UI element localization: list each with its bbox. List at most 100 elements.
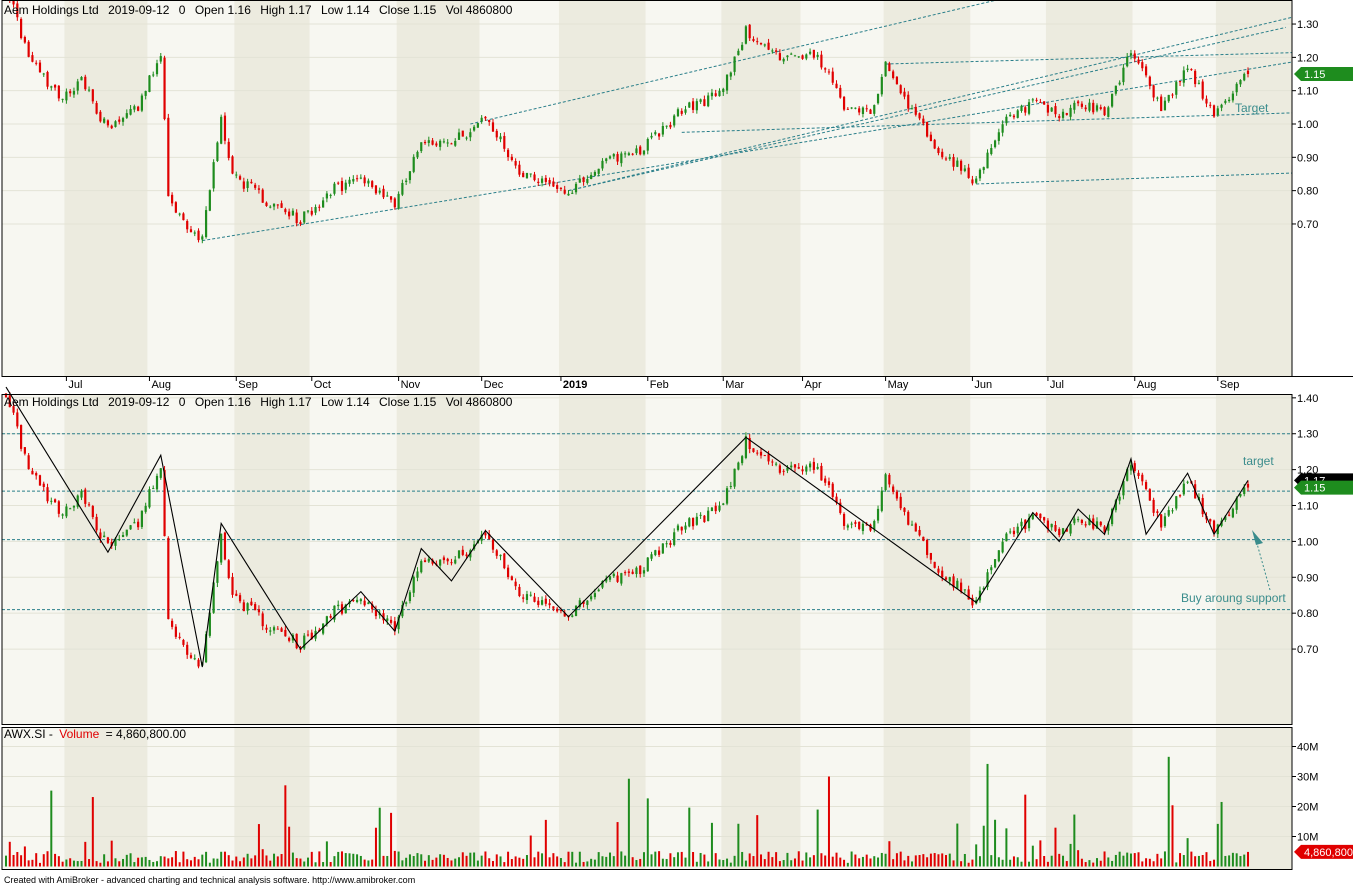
volume-bar bbox=[216, 858, 219, 867]
candle-body bbox=[880, 76, 883, 95]
candle-body bbox=[703, 99, 706, 107]
volume-bar bbox=[488, 858, 491, 867]
volume-bar bbox=[16, 852, 19, 867]
candle-body bbox=[1212, 520, 1216, 534]
candle-body bbox=[990, 147, 993, 155]
volume-bar bbox=[1220, 801, 1223, 867]
candle-body bbox=[423, 141, 427, 144]
candle-body bbox=[250, 601, 253, 606]
volume-bar bbox=[914, 855, 917, 867]
volume-bar bbox=[480, 855, 483, 867]
candle-body bbox=[1141, 474, 1144, 482]
candle-body bbox=[963, 168, 966, 171]
candle-body bbox=[167, 117, 170, 197]
candle-body bbox=[657, 133, 661, 137]
candle-body bbox=[514, 161, 517, 166]
volume-bar bbox=[458, 857, 461, 867]
candle-body bbox=[1095, 105, 1099, 111]
candle-body bbox=[876, 93, 880, 104]
volume-bar bbox=[1228, 855, 1231, 867]
x-tick-label: Oct bbox=[314, 379, 331, 391]
volume-bar bbox=[1175, 862, 1178, 867]
volume-bar bbox=[1077, 850, 1080, 867]
candle-body bbox=[733, 468, 736, 487]
month-band bbox=[2, 394, 65, 724]
volume-bar bbox=[760, 854, 763, 867]
candle-body bbox=[506, 149, 510, 158]
volume-bar bbox=[522, 858, 525, 867]
candle-body bbox=[782, 58, 785, 62]
candle-body bbox=[322, 200, 325, 208]
candle-body bbox=[355, 599, 359, 603]
candle-body bbox=[23, 37, 26, 43]
candle-body bbox=[1186, 481, 1189, 483]
candle-body bbox=[544, 598, 547, 604]
candle-body bbox=[578, 178, 581, 183]
candle-body bbox=[842, 96, 846, 110]
badge-shape bbox=[1294, 67, 1353, 82]
candle-body bbox=[608, 576, 612, 580]
volume-bar bbox=[729, 862, 732, 867]
candle-body bbox=[1027, 517, 1031, 529]
candle-body bbox=[246, 603, 249, 611]
candle-body bbox=[627, 571, 630, 573]
volume-bar bbox=[514, 856, 517, 867]
candle-body bbox=[495, 130, 498, 138]
candle-body bbox=[65, 506, 68, 517]
candle-body bbox=[53, 499, 57, 503]
volume-bar bbox=[907, 855, 910, 867]
trend-channel-lines bbox=[202, 0, 1293, 242]
volume-bar bbox=[35, 853, 38, 867]
candle-body bbox=[797, 56, 800, 58]
candle-body bbox=[892, 486, 895, 492]
candle-body bbox=[688, 102, 691, 108]
candle-body bbox=[204, 634, 208, 663]
candle-body bbox=[525, 172, 529, 179]
candle-body bbox=[680, 110, 683, 114]
volume-bar bbox=[726, 858, 729, 867]
candle-body bbox=[1080, 103, 1083, 107]
candle-body bbox=[408, 592, 412, 602]
volume-bar bbox=[329, 862, 332, 867]
candle-body bbox=[1005, 116, 1008, 124]
volume-bar bbox=[567, 851, 570, 867]
candle-body bbox=[393, 198, 396, 208]
candle-body bbox=[646, 139, 649, 151]
candle-body bbox=[442, 141, 446, 143]
candle-body bbox=[484, 116, 487, 119]
candle-body bbox=[944, 158, 948, 160]
price-pane-bottom[interactable]: Aem Holdings Ltd 2019-09-12 0 Open 1.16 … bbox=[2, 386, 1292, 669]
candle-body bbox=[374, 185, 378, 194]
volume-bar bbox=[344, 853, 347, 867]
volume-bar bbox=[571, 851, 574, 867]
candle-body bbox=[1084, 524, 1087, 526]
volume-bar bbox=[590, 858, 593, 867]
volume-bar bbox=[1201, 855, 1204, 867]
candle-body bbox=[510, 156, 513, 161]
candle-body bbox=[110, 125, 113, 129]
candle-body bbox=[276, 628, 279, 630]
candle-body bbox=[1220, 104, 1223, 108]
price-pane-top[interactable]: Aem Holdings Ltd 2019-09-12 0 Open 1.16 … bbox=[2, 0, 1293, 244]
y-tick-label: 1.40 bbox=[1297, 393, 1318, 405]
candle-body bbox=[1144, 66, 1148, 76]
candle-body bbox=[665, 125, 668, 127]
y-tick-label: 0.90 bbox=[1297, 572, 1318, 584]
candle-body bbox=[1186, 68, 1189, 70]
volume-bar bbox=[846, 862, 849, 867]
candle-body bbox=[499, 136, 502, 140]
candlestick-series bbox=[9, 0, 1250, 244]
month-band bbox=[970, 394, 1046, 724]
volume-bar bbox=[374, 827, 377, 867]
candle-body bbox=[873, 521, 876, 530]
candle-body bbox=[163, 57, 166, 120]
volume-bar bbox=[38, 862, 41, 867]
candle-body bbox=[457, 550, 461, 558]
volume-bar bbox=[1012, 856, 1015, 867]
volume-bar bbox=[1141, 861, 1144, 867]
volume-pane[interactable]: AWX.SI - Volume = 4,860,800.00 bbox=[2, 727, 1292, 867]
x-tick-label: Mar bbox=[725, 379, 744, 391]
candle-body bbox=[393, 621, 396, 632]
month-band bbox=[1045, 727, 1133, 869]
